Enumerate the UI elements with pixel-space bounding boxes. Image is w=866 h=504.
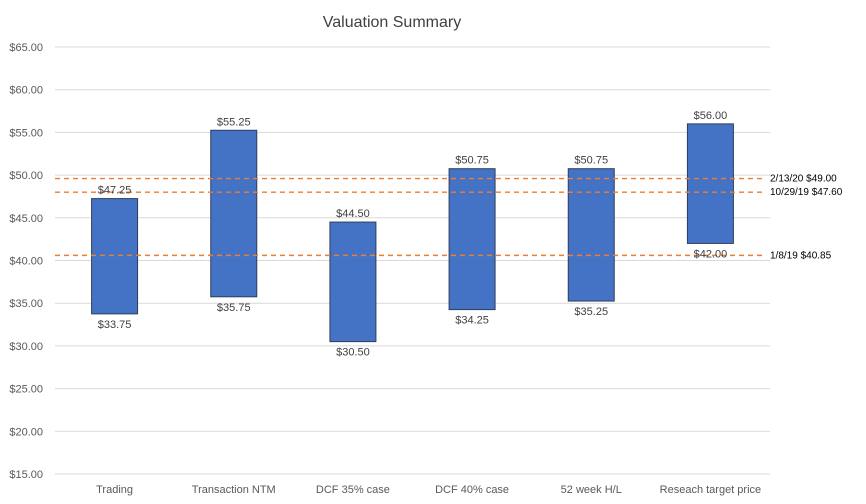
range-bar <box>567 168 615 302</box>
y-tick-label: $50.00 <box>9 170 43 182</box>
range-bar <box>329 221 377 343</box>
y-tick-label: $55.00 <box>9 127 43 139</box>
bar-low-label: $30.50 <box>336 347 370 359</box>
bar-low-label: $35.25 <box>574 306 608 318</box>
bar-low-label: $35.75 <box>217 302 251 314</box>
range-bar <box>448 168 496 311</box>
y-tick-label: $30.00 <box>9 341 43 353</box>
bar-low-label: $34.25 <box>455 315 489 327</box>
bar-low-label: $33.75 <box>98 319 132 331</box>
chart-title: Valuation Summary <box>323 14 461 31</box>
y-tick-label: $45.00 <box>9 213 43 225</box>
grid-lines <box>55 46 770 475</box>
y-tick-label: $40.00 <box>9 256 43 268</box>
y-tick-label: $35.00 <box>9 298 43 310</box>
bar-high-label: $50.75 <box>574 155 608 167</box>
bar-high-label: $44.50 <box>336 208 370 220</box>
bar-high-label: $50.75 <box>455 155 489 167</box>
category-label: 52 week H/L <box>561 484 622 496</box>
data-labels: $47.25 $33.75 $55.25 $35.75 $44.50 $30.50 $50.… <box>98 110 727 359</box>
bar-high-label: $56.00 <box>694 110 728 122</box>
y-tick-label: $20.00 <box>9 426 43 438</box>
y-tick-label: $60.00 <box>9 85 43 97</box>
bars <box>91 123 734 343</box>
reference-line-label: 10/29/19 $47.60 <box>770 187 843 198</box>
category-label: Trading <box>96 484 133 496</box>
reference-line-label: 1/8/19 $40.85 <box>770 250 832 261</box>
y-axis-tick-labels: $15.00 $20.00 $25.00 $30.00 $35.00 $40.00 $45.… <box>9 42 43 481</box>
bar-high-label: $55.25 <box>217 116 251 128</box>
y-tick-label: $65.00 <box>9 42 43 54</box>
range-bar <box>91 198 139 315</box>
bar-high-label: $47.25 <box>98 185 132 197</box>
category-label: Transaction NTM <box>192 484 276 496</box>
range-bar <box>210 129 258 298</box>
category-label: DCF 35% case <box>316 484 390 496</box>
reference-line-label: 2/13/20 $49.00 <box>770 174 837 185</box>
x-axis-category-labels: Trading Transaction NTM DCF 35% case DCF 40… <box>96 484 761 496</box>
category-label: DCF 40% case <box>435 484 509 496</box>
y-tick-label: $15.00 <box>9 469 43 481</box>
bar-low-label: $42.00 <box>694 248 728 260</box>
y-tick-label: $25.00 <box>9 384 43 396</box>
category-label: Reseach target price <box>660 484 762 496</box>
reference-lines: 2/13/20 $49.00 10/29/19 $47.60 1/8/19 $40.… <box>55 174 843 261</box>
range-bar <box>686 123 734 244</box>
